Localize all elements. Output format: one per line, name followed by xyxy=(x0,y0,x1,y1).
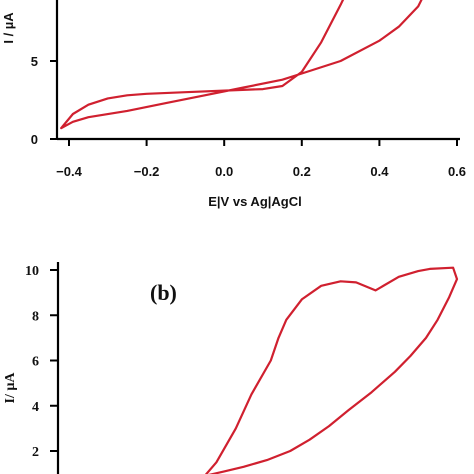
panel-a-y-tick-label: 0 xyxy=(31,132,38,147)
panel-a-y-tick-label: 5 xyxy=(31,54,38,69)
panel-a-x-tick-label: −0.2 xyxy=(134,164,160,179)
panel-b-y-tick-label: 2 xyxy=(32,445,39,460)
panel-a-cv-curve xyxy=(60,0,423,130)
panel-b-label: (b) xyxy=(150,280,177,305)
panel-b-y-tick-label: 4 xyxy=(32,400,39,415)
panel-b-cv-curve xyxy=(204,266,459,474)
panel-a-x-tick-label: 0.6 xyxy=(448,164,466,179)
panel-b-y-tick-label: 6 xyxy=(32,355,39,370)
panel-a-x-tick-label: 0.2 xyxy=(293,164,311,179)
panel-b-y-tick-label: 8 xyxy=(32,309,39,324)
panel-a-x-tick-label: 0.0 xyxy=(215,164,233,179)
panel-a-x-axis-label: E|V vs Ag|AgCl xyxy=(208,194,301,209)
panel-a-x-tick-label: −0.4 xyxy=(56,164,82,179)
panel-a-y-axis-label: I / µA xyxy=(1,12,16,44)
panel-a-x-tick-label: 0.4 xyxy=(370,164,389,179)
chart-panel-b: 2 4 6 8 10 (b) I/ µA xyxy=(3,262,459,474)
chart-panel-a: −0.4 −0.2 0.0 0.2 0.4 0.6 0 5 E|V vs Ag|AgCl I … xyxy=(1,0,466,209)
panel-b-y-axis-label: I/ µA xyxy=(3,372,18,404)
panel-b-y-tick-label: 10 xyxy=(25,264,39,279)
